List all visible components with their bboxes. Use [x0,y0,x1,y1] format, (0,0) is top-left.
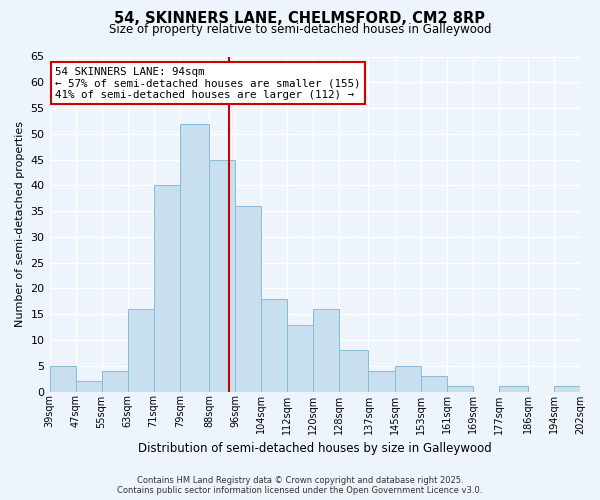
Bar [421,376,446,392]
Bar [554,386,580,392]
Bar [261,298,287,392]
Bar [76,381,101,392]
Y-axis label: Number of semi-detached properties: Number of semi-detached properties [15,121,25,327]
Bar [287,324,313,392]
Bar [101,371,128,392]
Bar [180,124,209,392]
Bar [128,309,154,392]
Text: Contains HM Land Registry data © Crown copyright and database right 2025.
Contai: Contains HM Land Registry data © Crown c… [118,476,482,495]
Bar [499,386,528,392]
Bar [313,309,339,392]
Text: Size of property relative to semi-detached houses in Galleywood: Size of property relative to semi-detach… [109,22,491,36]
Text: 54 SKINNERS LANE: 94sqm
← 57% of semi-detached houses are smaller (155)
41% of s: 54 SKINNERS LANE: 94sqm ← 57% of semi-de… [55,66,361,100]
X-axis label: Distribution of semi-detached houses by size in Galleywood: Distribution of semi-detached houses by … [138,442,491,455]
Bar [50,366,76,392]
Bar [235,206,261,392]
Text: 54, SKINNERS LANE, CHELMSFORD, CM2 8RP: 54, SKINNERS LANE, CHELMSFORD, CM2 8RP [115,11,485,26]
Bar [368,371,395,392]
Bar [339,350,368,392]
Bar [446,386,473,392]
Bar [154,186,180,392]
Bar [209,160,235,392]
Bar [395,366,421,392]
